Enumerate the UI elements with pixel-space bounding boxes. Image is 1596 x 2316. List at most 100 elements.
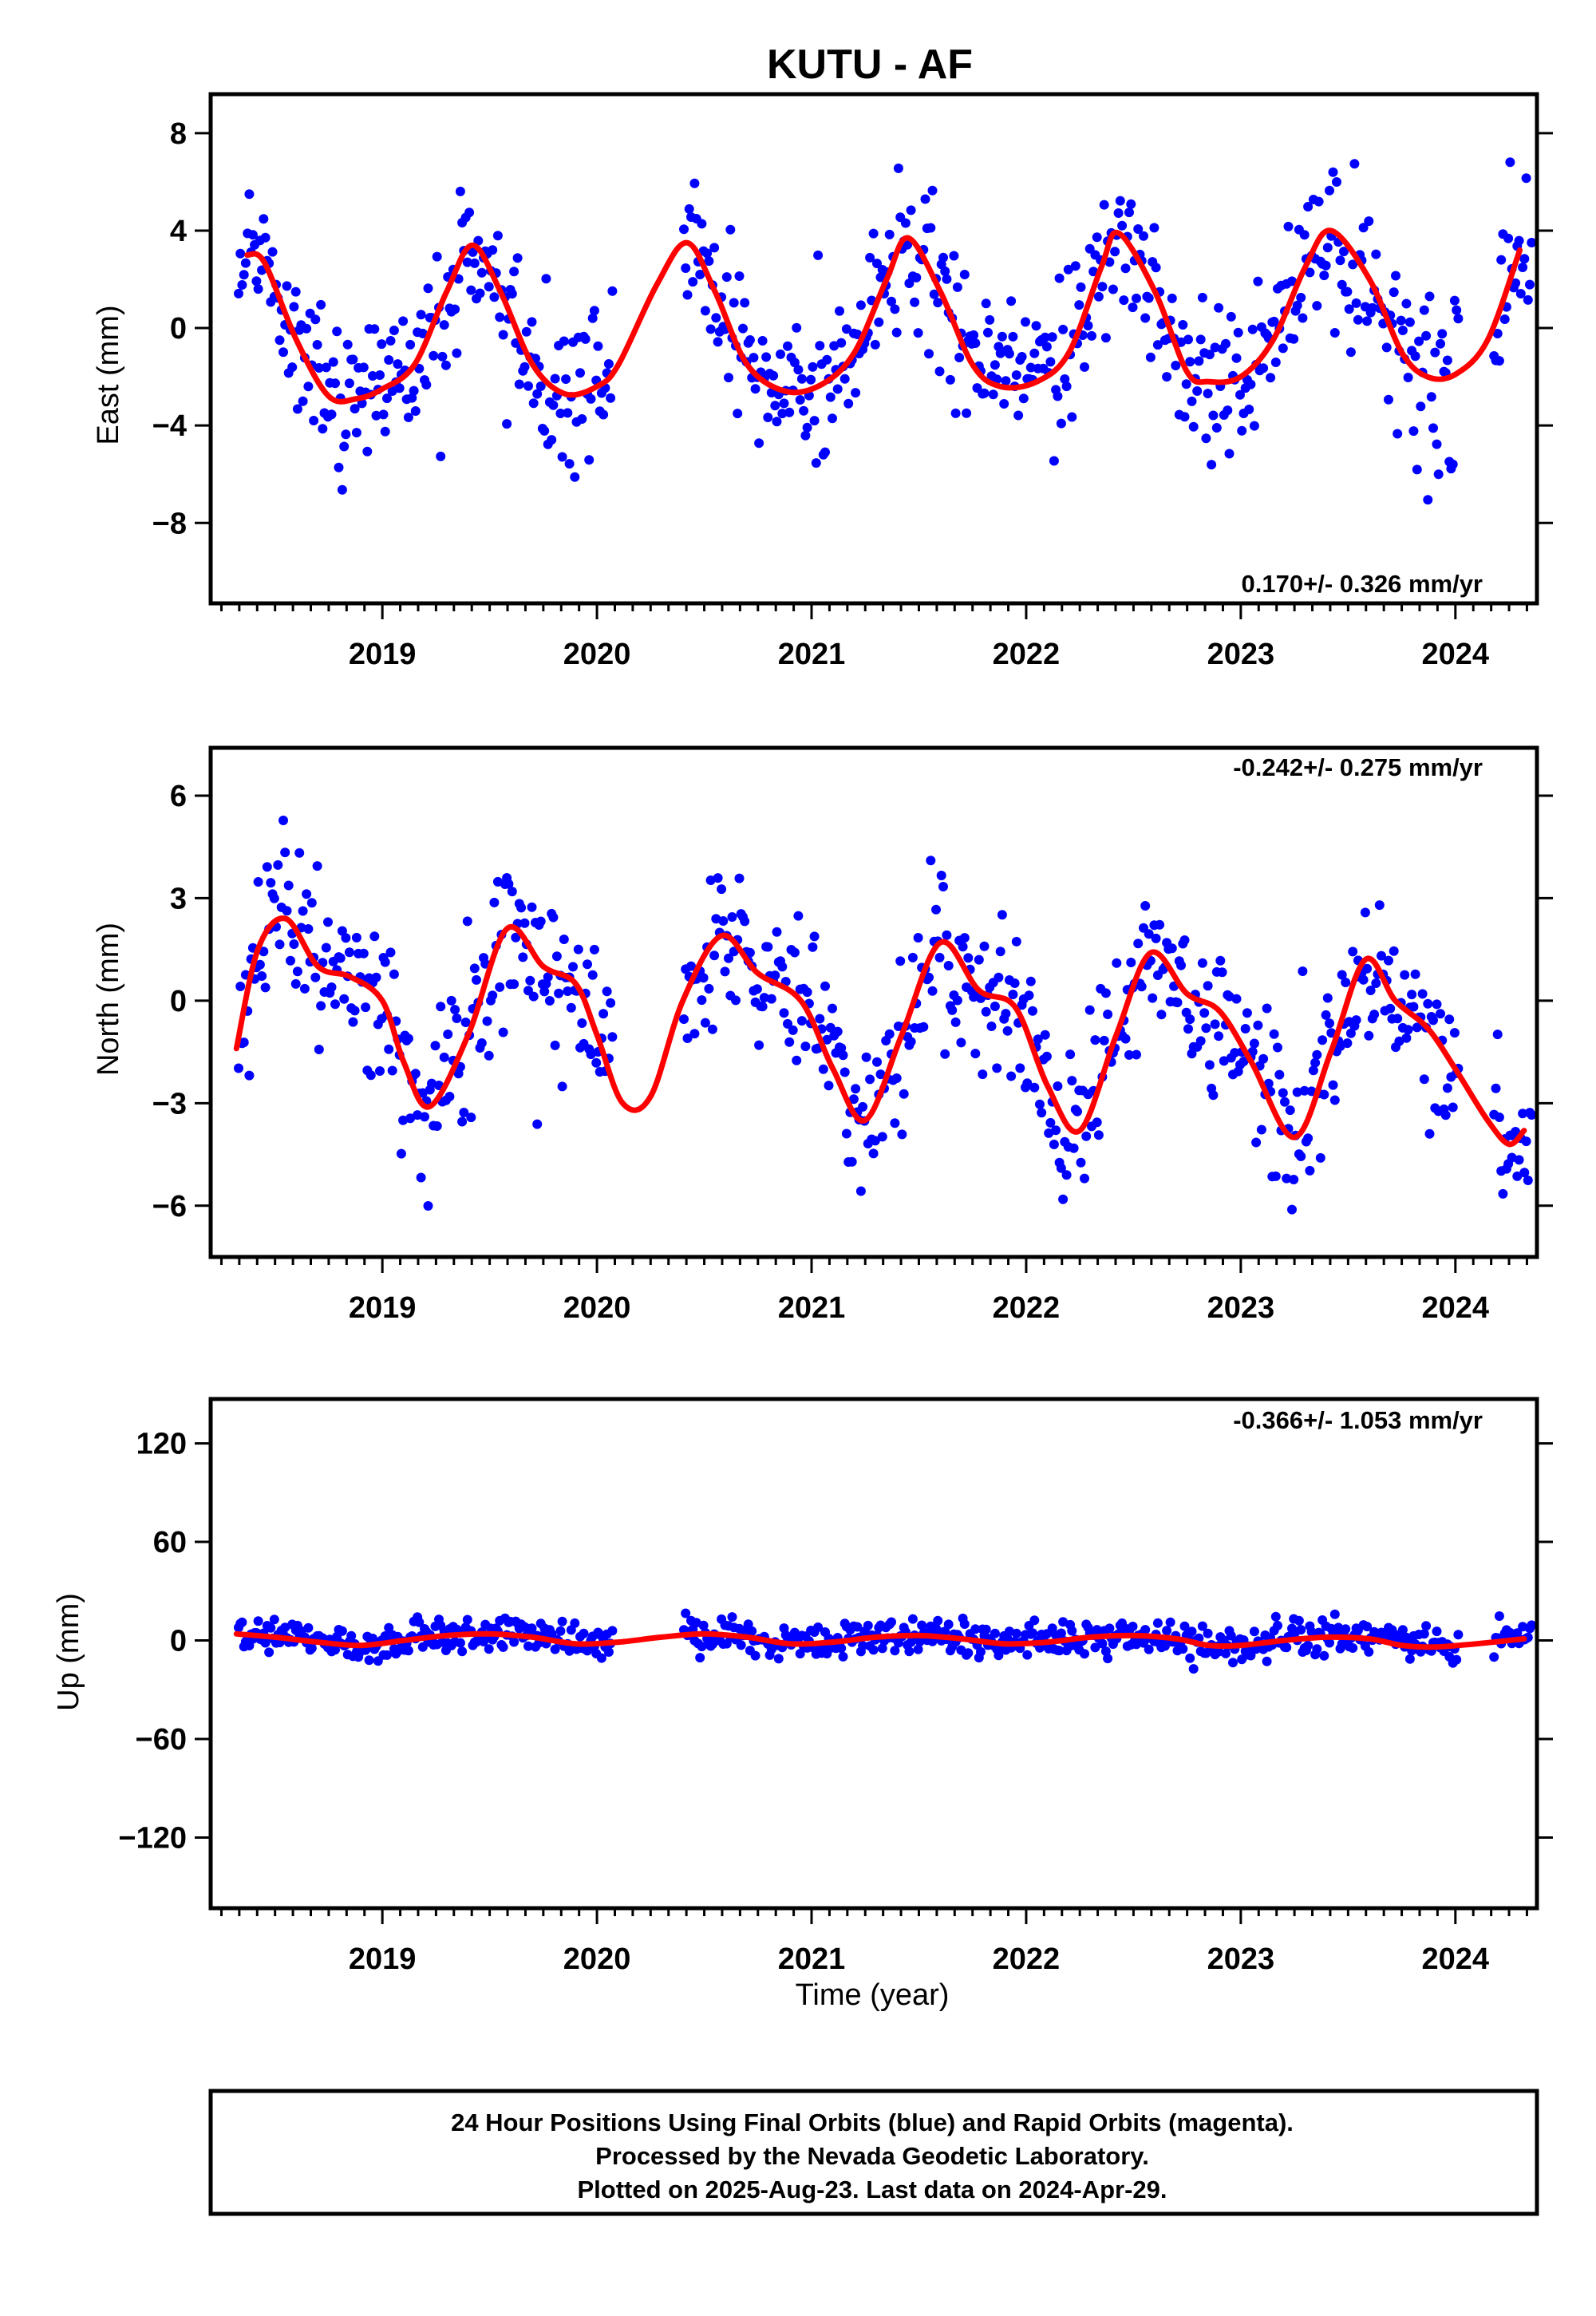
east-data-point <box>495 312 505 322</box>
north-data-point <box>1371 978 1381 988</box>
north-data-point <box>865 1074 875 1085</box>
east-data-point <box>688 277 698 287</box>
east-data-point <box>1128 302 1138 313</box>
east-data-point <box>1518 263 1528 272</box>
east-data-point <box>507 289 517 299</box>
north-data-point <box>1436 1009 1445 1019</box>
east-data-point <box>1452 305 1462 315</box>
up-data-point <box>1362 1622 1373 1632</box>
east-data-point <box>1371 249 1381 259</box>
up-data-point <box>555 1626 566 1636</box>
up-data-point <box>1197 1621 1207 1631</box>
up-data-point <box>550 1644 560 1654</box>
east-data-point <box>1362 316 1373 326</box>
up-data-point <box>1262 1656 1272 1666</box>
north-data-point <box>469 963 480 974</box>
east-data-point <box>409 385 419 396</box>
up-data-point <box>603 1647 614 1657</box>
up-data-point <box>1421 1621 1432 1631</box>
north-data-point <box>351 932 361 943</box>
east-x-tick-label: 2019 <box>349 638 417 671</box>
east-data-point <box>959 270 970 279</box>
east-data-point <box>564 459 575 469</box>
north-data-point <box>1394 1036 1404 1046</box>
north-data-point <box>1317 1035 1328 1045</box>
up-data-point <box>697 1642 707 1652</box>
east-data-point <box>1397 326 1408 335</box>
east-data-point <box>1167 293 1177 303</box>
north-data-point <box>1360 907 1370 918</box>
east-data-point <box>1519 254 1530 264</box>
up-data-point <box>681 1608 691 1618</box>
up-data-point <box>970 1624 981 1634</box>
north-data-point <box>1342 1038 1353 1049</box>
north-y-tick-label: 0 <box>170 985 187 1018</box>
east-data-point <box>870 339 880 350</box>
north-data-point <box>1321 1010 1331 1020</box>
east-data-point <box>417 328 428 338</box>
east-data-point <box>1289 334 1299 344</box>
east-data-point <box>429 350 439 361</box>
north-data-point <box>861 1052 871 1062</box>
east-data-point <box>779 398 789 409</box>
east-data-point <box>1053 391 1063 401</box>
north-data-point <box>679 1014 689 1024</box>
north-data-point <box>832 1026 843 1037</box>
east-x-tick-label: 2020 <box>563 638 631 671</box>
north-data-point <box>963 953 974 963</box>
east-data-point <box>410 406 421 416</box>
up-data-point <box>330 1645 340 1655</box>
up-data-point <box>852 1622 863 1632</box>
up-x-tick-label: 2024 <box>1422 1943 1490 1976</box>
east-data-point <box>1410 351 1420 362</box>
north-data-point <box>420 1112 429 1122</box>
east-data-point <box>734 271 745 281</box>
north-data-point <box>303 924 314 934</box>
north-data-point <box>396 1148 406 1159</box>
east-data-point <box>1344 304 1354 314</box>
up-data-point <box>368 1634 377 1643</box>
north-data-point <box>841 1128 851 1139</box>
up-data-point <box>890 1646 900 1656</box>
north-data-point <box>1494 1113 1504 1122</box>
up-data-point <box>1270 1611 1281 1622</box>
north-data-point <box>1263 1078 1274 1089</box>
north-data-point <box>306 898 317 908</box>
east-data-point <box>1303 202 1314 211</box>
east-data-point <box>489 292 500 302</box>
north-data-point <box>498 1027 508 1037</box>
north-data-point <box>563 986 573 996</box>
north-data-point <box>942 930 952 940</box>
east-data-point <box>316 299 326 310</box>
east-data-point <box>309 416 319 425</box>
east-data-point <box>550 373 560 384</box>
east-data-point <box>298 396 308 406</box>
north-data-point <box>583 959 592 970</box>
north-data-point <box>1424 1128 1435 1139</box>
north-data-point <box>1167 943 1177 954</box>
up-data-point <box>403 1646 413 1656</box>
east-data-point <box>950 408 961 418</box>
east-data-point <box>1269 316 1279 326</box>
east-data-point <box>1328 167 1338 177</box>
east-data-point <box>1223 405 1233 416</box>
east-data-point <box>598 409 609 420</box>
east-axes: 2019 2020 2021 2022 2023 2024 −8 −4 0 4 8 <box>152 92 1553 671</box>
north-data-point <box>1419 1074 1429 1085</box>
east-data-point <box>1432 439 1442 449</box>
east-data-point <box>1231 353 1242 363</box>
east-data-point <box>1381 342 1392 353</box>
east-data-point <box>784 407 795 417</box>
north-data-point <box>1303 1133 1314 1144</box>
east-data-point <box>766 388 776 397</box>
north-data-point <box>1067 1076 1077 1086</box>
east-data-point <box>924 349 934 359</box>
north-data-point <box>848 1094 859 1105</box>
east-data-point <box>1183 334 1193 345</box>
north-data-point <box>934 952 945 962</box>
east-data-point <box>464 207 475 218</box>
north-data-point <box>868 1148 879 1159</box>
north-data-point <box>1337 970 1347 980</box>
east-data-point <box>855 300 866 310</box>
north-data-point <box>568 962 578 972</box>
